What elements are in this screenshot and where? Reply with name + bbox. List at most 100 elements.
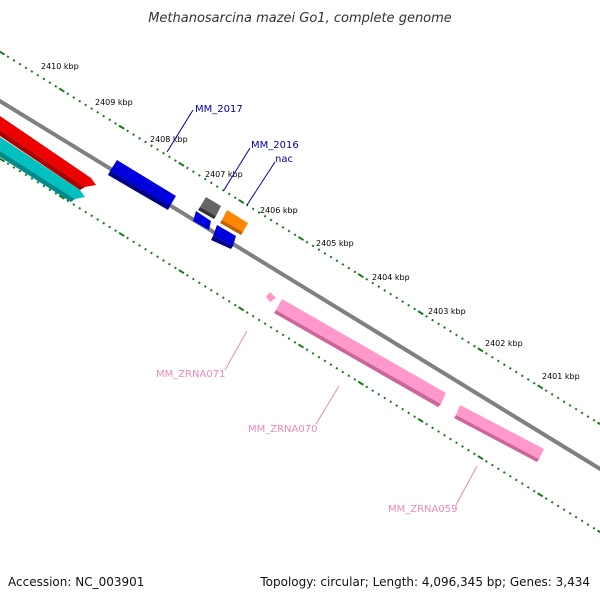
outer-tick-minor	[233, 196, 237, 200]
inner-tick-minor	[162, 259, 165, 262]
outer-tick-minor	[287, 229, 291, 233]
inner-tick-major	[417, 417, 424, 423]
outer-tick-minor	[329, 255, 333, 259]
inner-tick-minor	[36, 180, 40, 184]
inner-tick-minor	[311, 352, 315, 355]
outer-tick-minor	[144, 140, 147, 144]
outer-tick-minor	[305, 240, 309, 244]
outer-tick-minor	[311, 244, 315, 248]
outer-tick-minor	[335, 259, 339, 263]
outer-tick-minor	[425, 315, 428, 318]
outer-tick-minor	[461, 337, 464, 341]
gene-label-mm-2017: MM_2017	[195, 104, 243, 115]
inner-tick-minor	[90, 214, 94, 218]
callout-mm-2017	[166, 109, 194, 153]
outer-tick-minor	[317, 248, 321, 252]
outer-tick-minor	[395, 296, 399, 300]
inner-tick-minor	[72, 203, 76, 207]
tick-label-2403: 2403 kbp	[428, 307, 466, 316]
inner-tick-minor	[347, 374, 351, 378]
inner-tick-minor	[263, 322, 267, 326]
map-title: Methanosarcina mazei Go1, complete genom…	[148, 11, 452, 26]
inner-tick-minor	[455, 441, 458, 445]
inner-tick-minor	[305, 348, 309, 352]
inner-tick-minor	[233, 303, 237, 307]
inner-tick-minor	[269, 326, 273, 329]
inner-tick-major	[178, 269, 185, 275]
gene-label-zrna071: MM_ZRNA071	[156, 369, 225, 380]
outer-tick-minor	[30, 70, 34, 73]
inner-tick-minor	[209, 288, 213, 292]
gene-gray[interactable]	[200, 197, 221, 216]
inner-tick-minor	[473, 452, 476, 456]
inner-tick-minor	[449, 437, 452, 441]
gene-nac[interactable]	[222, 210, 248, 232]
inner-tick-minor	[556, 504, 560, 508]
cyan-feature-shade	[0, 151, 75, 202]
outer-tick-major	[0, 50, 6, 56]
inner-tick-minor	[568, 512, 572, 515]
inner-tick-minor	[532, 489, 536, 493]
outer-tick-minor	[568, 404, 572, 407]
callout-mm-2016	[223, 147, 251, 191]
outer-tick-minor	[574, 407, 578, 411]
rna-zrna059[interactable]	[456, 405, 544, 459]
inner-tick-minor	[12, 166, 16, 169]
outer-tick-minor	[353, 270, 357, 274]
gene-gray-shade	[198, 207, 216, 219]
gene-mm-2016[interactable]	[213, 225, 236, 246]
inner-tick-minor	[323, 359, 327, 363]
inner-tick-minor	[485, 459, 488, 463]
outer-tick-row	[0, 50, 600, 426]
inner-tick-minor	[281, 333, 285, 337]
outer-tick-minor	[449, 329, 452, 333]
outer-tick-minor	[586, 415, 590, 418]
outer-tick-minor	[18, 62, 22, 66]
inner-tick-minor	[287, 337, 291, 340]
rna-zrna070-shade	[274, 310, 441, 407]
inner-tick-minor	[138, 244, 141, 247]
outer-tick-minor	[114, 122, 117, 125]
outer-tick-minor	[580, 411, 584, 415]
inner-tick-minor	[437, 430, 440, 433]
red-feature[interactable]	[0, 116, 96, 187]
inner-tick-major	[297, 343, 305, 349]
inner-tick-minor	[48, 188, 52, 192]
outer-tick-minor	[197, 174, 201, 177]
inner-tick-minor	[108, 225, 112, 229]
inner-tick-minor	[293, 340, 297, 344]
rna-zrna070[interactable]	[276, 299, 446, 404]
outer-tick-major	[596, 421, 600, 426]
gene-mm-2017[interactable]	[110, 160, 176, 206]
outer-tick-minor	[191, 170, 195, 174]
callout-zrna059	[455, 465, 478, 506]
outer-tick-minor	[257, 211, 261, 214]
inner-tick-minor	[425, 422, 428, 426]
outer-tick-minor	[36, 73, 40, 77]
tick-label-2402: 2402 kbp	[485, 339, 523, 348]
outer-tick-minor	[12, 59, 16, 62]
cyan-feature[interactable]	[0, 137, 85, 199]
gene-small-blue-1[interactable]	[193, 211, 211, 230]
outer-tick-major	[118, 124, 125, 130]
rna-zrna071[interactable]	[266, 292, 276, 302]
callout-zrna071	[224, 330, 248, 371]
gene-label-zrna059: MM_ZRNA059	[388, 504, 457, 515]
outer-tick-minor	[96, 110, 100, 114]
inner-tick-minor	[245, 311, 249, 314]
outer-tick-minor	[526, 378, 530, 381]
outer-tick-minor	[485, 352, 488, 355]
outer-tick-minor	[6, 55, 10, 59]
inner-tick-minor	[502, 471, 506, 474]
inner-tick-minor	[544, 497, 548, 500]
inner-tick-minor	[467, 448, 470, 452]
inner-tick-minor	[383, 396, 387, 400]
inner-tick-major	[118, 231, 125, 237]
inner-tick-minor	[96, 218, 100, 221]
inner-tick-minor	[102, 221, 106, 225]
gene-mm-2016-shade	[211, 236, 233, 249]
tick-labels: 2410 kbp 2409 kbp 2408 kbp 2407 kbp 2406…	[41, 62, 580, 381]
outer-tick-minor	[437, 322, 440, 326]
tick-label-2406: 2406 kbp	[260, 206, 298, 215]
outer-tick-minor	[401, 300, 405, 303]
